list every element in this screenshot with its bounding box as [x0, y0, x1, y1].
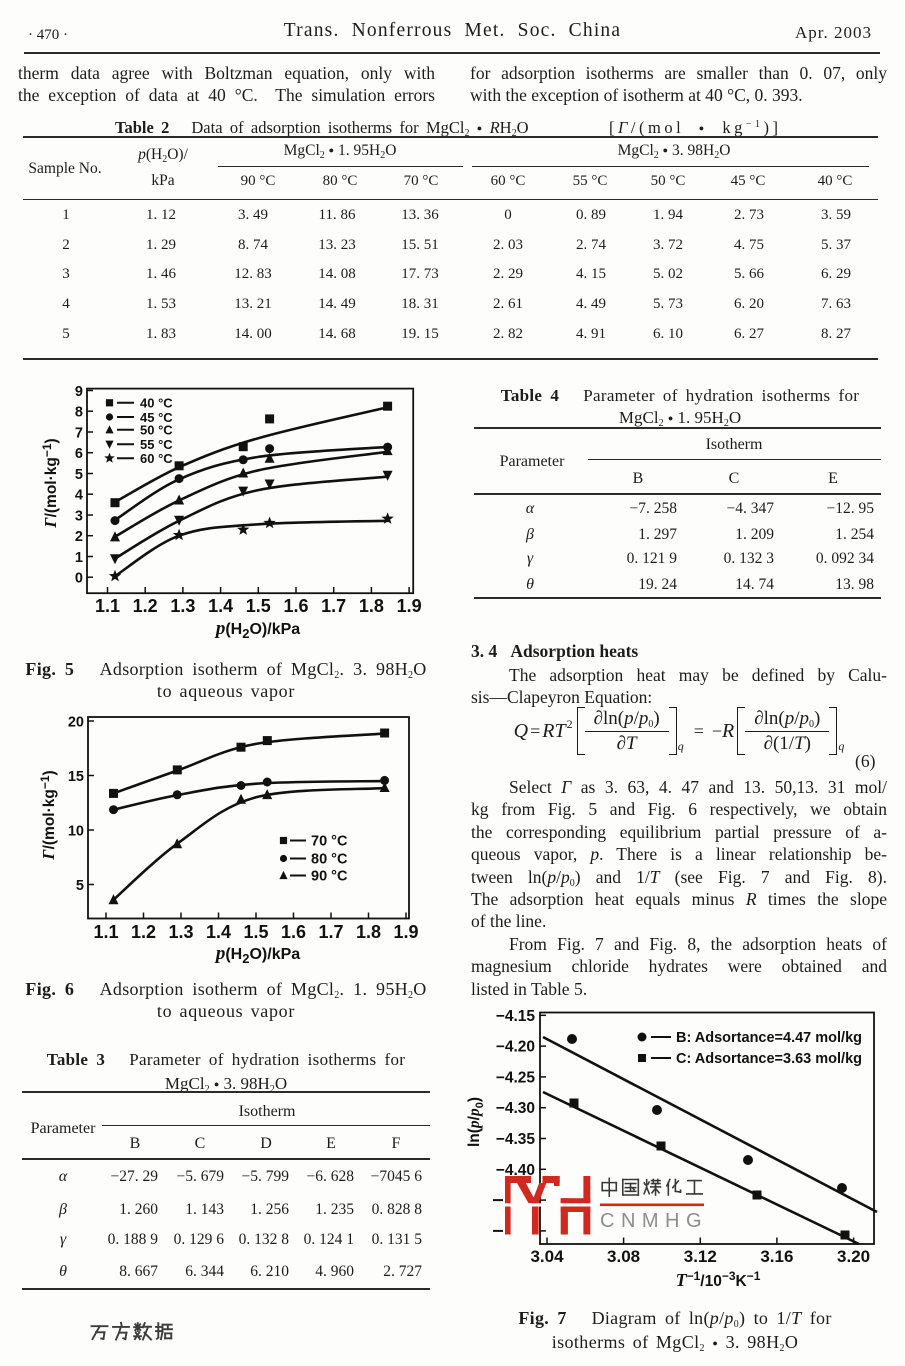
svg-text:1.3: 1.3: [168, 922, 193, 942]
svg-text:1.7: 1.7: [321, 596, 346, 616]
svg-text:4: 4: [75, 488, 83, 504]
svg-text:60 °C: 60 °C: [140, 451, 173, 466]
svg-text:C: Adsortance=3.63 mol/kg: C: Adsortance=3.63 mol/kg: [676, 1051, 862, 1067]
svg-text:1.4: 1.4: [208, 596, 233, 616]
svg-text:1.5: 1.5: [243, 922, 268, 942]
svg-text:10: 10: [68, 824, 84, 840]
svg-text:3.16: 3.16: [760, 1247, 793, 1266]
svg-text:70 °C: 70 °C: [311, 834, 348, 850]
svg-text:1.8: 1.8: [356, 922, 381, 942]
svg-text:80 °C: 80 °C: [311, 852, 348, 868]
svg-text:1.3: 1.3: [170, 596, 195, 616]
svg-text:0: 0: [75, 571, 83, 587]
svg-text:−4.15: −4.15: [496, 1008, 536, 1025]
svg-text:7: 7: [75, 426, 83, 442]
svg-text:1.5: 1.5: [246, 596, 271, 616]
svg-text:1.1: 1.1: [93, 922, 118, 942]
svg-text:3.20: 3.20: [837, 1247, 870, 1266]
svg-text:50 °C: 50 °C: [140, 423, 173, 438]
svg-text:9: 9: [75, 384, 83, 400]
svg-text:−4.35: −4.35: [496, 1131, 536, 1148]
svg-text:1.6: 1.6: [281, 922, 306, 942]
svg-text:90 °C: 90 °C: [311, 869, 348, 885]
svg-text:−4.30: −4.30: [496, 1100, 535, 1117]
svg-text:1.2: 1.2: [133, 596, 158, 616]
svg-text:1.9: 1.9: [393, 922, 418, 942]
svg-text:ln(p/p0): ln(p/p0): [466, 1097, 486, 1147]
svg-text:p(H2O)/kPa: p(H2O)/kPa: [214, 943, 300, 966]
svg-text:3.12: 3.12: [684, 1247, 717, 1266]
svg-text:3.08: 3.08: [607, 1247, 640, 1266]
svg-text:6: 6: [75, 446, 83, 462]
svg-text:3: 3: [75, 509, 83, 525]
svg-text:2: 2: [75, 529, 83, 545]
svg-text:Γ/(mol·kg−1): Γ/(mol·kg−1): [40, 438, 60, 528]
svg-text:20: 20: [68, 715, 84, 731]
svg-text:15: 15: [68, 769, 84, 785]
svg-text:1.8: 1.8: [359, 596, 384, 616]
svg-text:5: 5: [75, 467, 83, 483]
svg-text:1: 1: [75, 550, 83, 566]
svg-text:1.1: 1.1: [95, 596, 120, 616]
svg-text:40 °C: 40 °C: [140, 396, 173, 411]
svg-text:1.6: 1.6: [283, 596, 308, 616]
svg-text:5: 5: [76, 878, 84, 894]
svg-text:−4.25: −4.25: [496, 1069, 536, 1086]
svg-text:B: Adsortance=4.47 mol/kg: B: Adsortance=4.47 mol/kg: [676, 1030, 862, 1046]
svg-text:−4.20: −4.20: [496, 1039, 535, 1056]
svg-text:Γ/(mol·kg−1): Γ/(mol·kg−1): [40, 770, 58, 860]
svg-text:55 °C: 55 °C: [140, 437, 173, 452]
svg-text:1.9: 1.9: [397, 596, 422, 616]
svg-text:45 °C: 45 °C: [140, 410, 173, 425]
svg-text:1.2: 1.2: [131, 922, 156, 942]
svg-text:T−1/10−3K−1: T−1/10−3K−1: [676, 1269, 761, 1290]
svg-text:p(H2O)/kPa: p(H2O)/kPa: [214, 618, 300, 641]
svg-text:8: 8: [75, 405, 83, 421]
svg-text:1.7: 1.7: [318, 922, 343, 942]
svg-text:3.04: 3.04: [530, 1247, 564, 1266]
svg-text:1.4: 1.4: [206, 922, 231, 942]
svg-text:−4.40: −4.40: [496, 1162, 535, 1179]
